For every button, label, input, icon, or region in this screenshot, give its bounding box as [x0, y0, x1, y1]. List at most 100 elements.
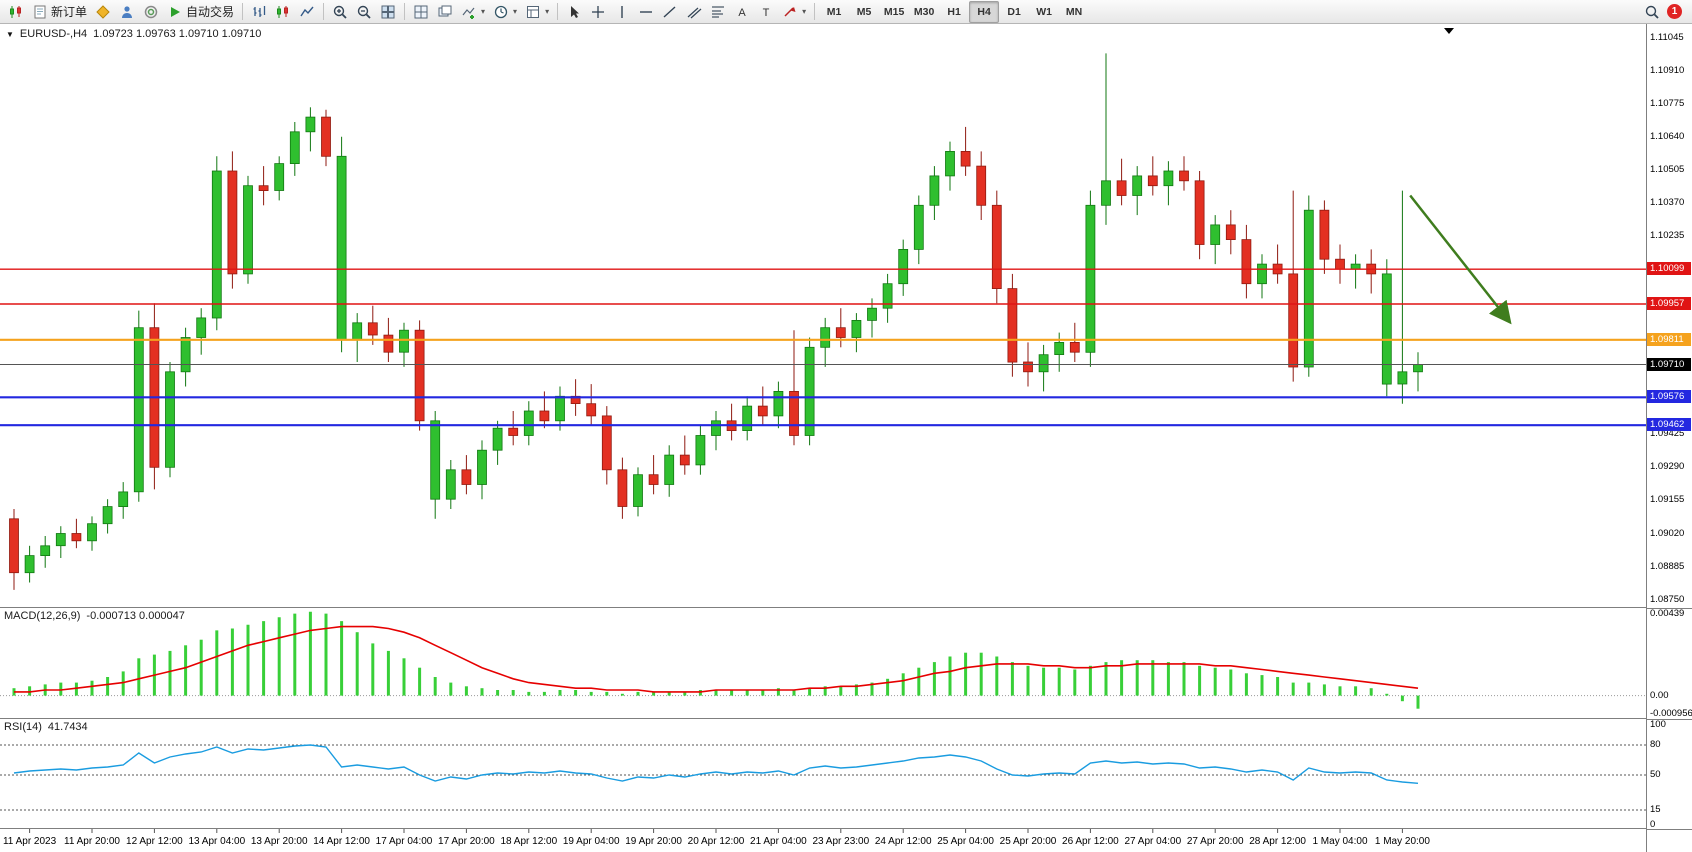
price-scale[interactable]: 1.11045 1.10910 1.10775 1.10640 1.10505 1.103…: [1646, 24, 1692, 852]
tf-m5[interactable]: M5: [856, 5, 872, 18]
pane-separator: [1647, 718, 1692, 720]
toolbar-separator: [404, 3, 406, 20]
candle-body: [1257, 263, 1267, 285]
time-label: 17 Apr 04:00: [376, 836, 433, 847]
search-icon[interactable]: [1644, 4, 1660, 20]
candle-body: [477, 449, 487, 485]
macd-values: -0.000713 0.000047: [86, 610, 185, 622]
scroll-marker-icon[interactable]: [1444, 28, 1454, 34]
tf-m1[interactable]: M1: [826, 5, 842, 18]
candle-body: [1163, 170, 1174, 187]
candle-body: [789, 390, 799, 436]
candle-body: [1116, 180, 1127, 196]
candle-body: [383, 334, 394, 353]
candle-body: [196, 317, 207, 338]
tf-h4[interactable]: H4: [969, 0, 1000, 23]
zoom-out-icon[interactable]: [352, 1, 376, 23]
price-chart-canvas[interactable]: 11 Apr 2023 11 Apr 20:00 12 Apr 12:00 13 Ap…: [0, 24, 1646, 852]
candle-body: [1007, 288, 1018, 363]
candle-body: [274, 163, 285, 191]
tf-m15[interactable]: M15: [883, 5, 905, 18]
bar-chart-icon[interactable]: [247, 1, 271, 23]
tf-w1[interactable]: W1: [1036, 5, 1052, 18]
arrange-windows-icon[interactable]: [409, 1, 433, 23]
text-icon[interactable]: A: [730, 1, 754, 23]
candle-body: [133, 327, 144, 493]
macd-tick-label: 0.00439: [1650, 607, 1685, 619]
candle-body: [336, 155, 347, 341]
tf-d1[interactable]: D1: [1007, 5, 1021, 18]
price-tick-label: 1.08885: [1650, 560, 1685, 572]
tile-windows-icon[interactable]: [376, 1, 400, 23]
market-watch-icon[interactable]: [139, 1, 163, 23]
candle-body: [898, 248, 909, 285]
price-tick-label: 1.09290: [1650, 461, 1685, 473]
candle-body: [1023, 361, 1033, 373]
horizontal-line-icon[interactable]: [634, 1, 658, 23]
time-label: 27 Apr 20:00: [1187, 836, 1244, 847]
arrows-icon[interactable]: ▾: [778, 1, 810, 23]
time-label: 1 May 04:00: [1312, 836, 1367, 847]
candle-body: [24, 555, 35, 574]
candle-body: [321, 116, 331, 157]
profile-icon[interactable]: [115, 1, 139, 23]
macd-tick-label: 0.00: [1650, 689, 1669, 701]
candle-body: [258, 185, 269, 191]
label-icon[interactable]: T: [754, 1, 778, 23]
new-chart-icon[interactable]: [4, 1, 28, 23]
price-tick-label: 1.10775: [1650, 97, 1685, 109]
support-line-1-badge: 1.09576: [1647, 390, 1691, 404]
pane-separator: [1647, 607, 1692, 609]
candle-body: [867, 307, 877, 321]
candle-body: [1038, 354, 1049, 373]
price-tick-label: 1.10910: [1650, 64, 1685, 76]
price-tick-label: 1.10640: [1650, 130, 1685, 142]
zoom-in-icon[interactable]: [328, 1, 352, 23]
time-label: 14 Apr 12:00: [313, 836, 370, 847]
vertical-line-icon[interactable]: [610, 1, 634, 23]
crosshair-icon[interactable]: [586, 1, 610, 23]
svg-text:T: T: [763, 7, 770, 19]
equidistant-channel-icon[interactable]: [682, 1, 706, 23]
candle-body: [87, 523, 97, 542]
new-order-button[interactable]: 新订单: [28, 1, 91, 23]
rsi-tick-label: 0: [1650, 819, 1656, 830]
chart-window[interactable]: 11 Apr 2023 11 Apr 20:00 12 Apr 12:00 13 Ap…: [0, 24, 1692, 852]
candle-body: [9, 518, 19, 574]
toolbar: 新订单 自动交易 ▾ ▾ ▾ A T ▾ M1 M5 M15 M30 H1 H4 D1 W1 MN 1: [0, 0, 1692, 24]
price-tick-label: 1.09425: [1650, 428, 1685, 440]
candle-body: [633, 474, 643, 507]
price-tick-label: 1.09020: [1650, 527, 1685, 539]
indicators-icon[interactable]: ▾: [457, 1, 489, 23]
rsi-tick-label: 15: [1650, 804, 1661, 815]
candle-body: [742, 405, 753, 432]
ohlc-values-label: 1.09723 1.09763 1.09710 1.09710: [93, 28, 262, 40]
fibonacci-icon[interactable]: [706, 1, 730, 23]
autotrading-button[interactable]: 自动交易: [163, 1, 238, 23]
tf-mn[interactable]: MN: [1065, 5, 1083, 18]
candlestick-icon[interactable]: [271, 1, 295, 23]
tf-h1[interactable]: H1: [947, 5, 961, 18]
collapse-arrow-icon[interactable]: ▼: [6, 29, 14, 39]
candle-body: [601, 415, 612, 471]
candle-body: [1335, 258, 1345, 270]
time-label: 11 Apr 2023: [3, 836, 57, 847]
candle-body: [305, 116, 316, 133]
tf-m30[interactable]: M30: [913, 5, 935, 18]
periods-icon[interactable]: ▾: [489, 1, 521, 23]
time-label: 11 Apr 20:00: [64, 836, 120, 847]
time-label: 25 Apr 04:00: [937, 836, 994, 847]
candle-body: [804, 346, 815, 436]
toolbar-separator: [323, 3, 325, 20]
notification-badge[interactable]: 1: [1667, 4, 1682, 19]
annotation-arrow[interactable]: [1409, 194, 1512, 325]
metaeditor-icon[interactable]: [91, 1, 115, 23]
cursor-icon[interactable]: [562, 1, 586, 23]
candle-body: [165, 371, 175, 468]
line-chart-icon[interactable]: [295, 1, 319, 23]
trendline-icon[interactable]: [658, 1, 682, 23]
candle-body: [711, 420, 721, 436]
cascade-windows-icon[interactable]: [433, 1, 457, 23]
svg-text:A: A: [738, 7, 746, 19]
templates-icon[interactable]: ▾: [521, 1, 553, 23]
